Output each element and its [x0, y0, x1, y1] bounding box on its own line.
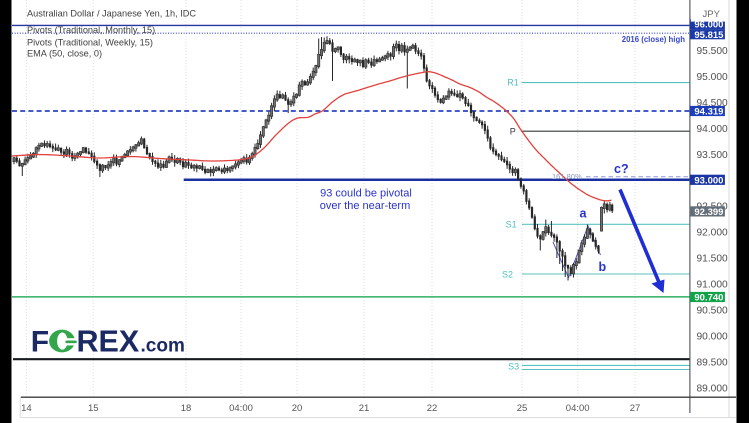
svg-text:b: b: [599, 260, 607, 274]
svg-text:90.740: 90.740: [694, 293, 723, 304]
svg-text:REX: REX: [77, 325, 140, 359]
svg-text:JPY: JPY: [703, 9, 721, 20]
svg-text:95.500: 95.500: [697, 46, 728, 57]
svg-text:93 could be pivotal: 93 could be pivotal: [320, 188, 412, 200]
svg-text:95.815: 95.815: [694, 30, 724, 41]
svg-text:Pivots (Traditional, Weekly, 1: Pivots (Traditional, Weekly, 15): [27, 38, 153, 48]
svg-text:89.500: 89.500: [697, 357, 728, 368]
svg-text:S2: S2: [502, 270, 513, 280]
svg-text:95.000: 95.000: [697, 72, 728, 83]
svg-text:over the near-term: over the near-term: [320, 200, 410, 212]
svg-text:89.000: 89.000: [697, 383, 728, 394]
svg-text:91.500: 91.500: [697, 254, 728, 265]
svg-text:.com: .com: [141, 336, 185, 357]
svg-text:94.000: 94.000: [697, 124, 728, 135]
svg-text:18: 18: [181, 403, 192, 414]
svg-text:c?: c?: [614, 162, 629, 176]
svg-text:04:00: 04:00: [566, 403, 590, 414]
svg-text:25: 25: [517, 403, 528, 414]
svg-text:161.80%: 161.80%: [552, 172, 582, 181]
svg-text:2016 (close) high: 2016 (close) high: [622, 35, 685, 44]
svg-text:96.000: 96.000: [694, 20, 723, 31]
svg-text:a: a: [580, 207, 588, 221]
svg-text:R1: R1: [507, 78, 519, 88]
svg-text:20: 20: [292, 403, 303, 414]
svg-text:90.000: 90.000: [697, 331, 728, 342]
svg-text:92.399: 92.399: [694, 207, 723, 218]
svg-text:S1: S1: [506, 220, 517, 230]
svg-text:94.319: 94.319: [694, 107, 723, 118]
svg-text:27: 27: [630, 403, 641, 414]
svg-text:21: 21: [359, 403, 370, 414]
svg-text:22: 22: [427, 403, 438, 414]
svg-text:Australian Dollar / Japanese Y: Australian Dollar / Japanese Yen, 1h, ID…: [27, 9, 196, 19]
svg-text:15: 15: [88, 403, 99, 414]
svg-text:S3: S3: [508, 362, 519, 372]
svg-text:Pivots (Traditional, Monthly,: Pivots (Traditional, Monthly, 15): [27, 25, 155, 35]
svg-text:90.500: 90.500: [697, 305, 728, 316]
svg-text:94.500: 94.500: [697, 98, 728, 109]
svg-text:92.000: 92.000: [697, 228, 728, 239]
svg-text:91.000: 91.000: [697, 280, 728, 291]
svg-text:04:00: 04:00: [229, 403, 253, 414]
svg-text:F: F: [31, 326, 49, 359]
svg-text:EMA (50, close, 0): EMA (50, close, 0): [27, 49, 102, 59]
svg-text:93.500: 93.500: [697, 150, 728, 161]
svg-text:14: 14: [21, 403, 32, 414]
svg-text:93.000: 93.000: [694, 175, 723, 186]
svg-text:P: P: [510, 127, 516, 137]
